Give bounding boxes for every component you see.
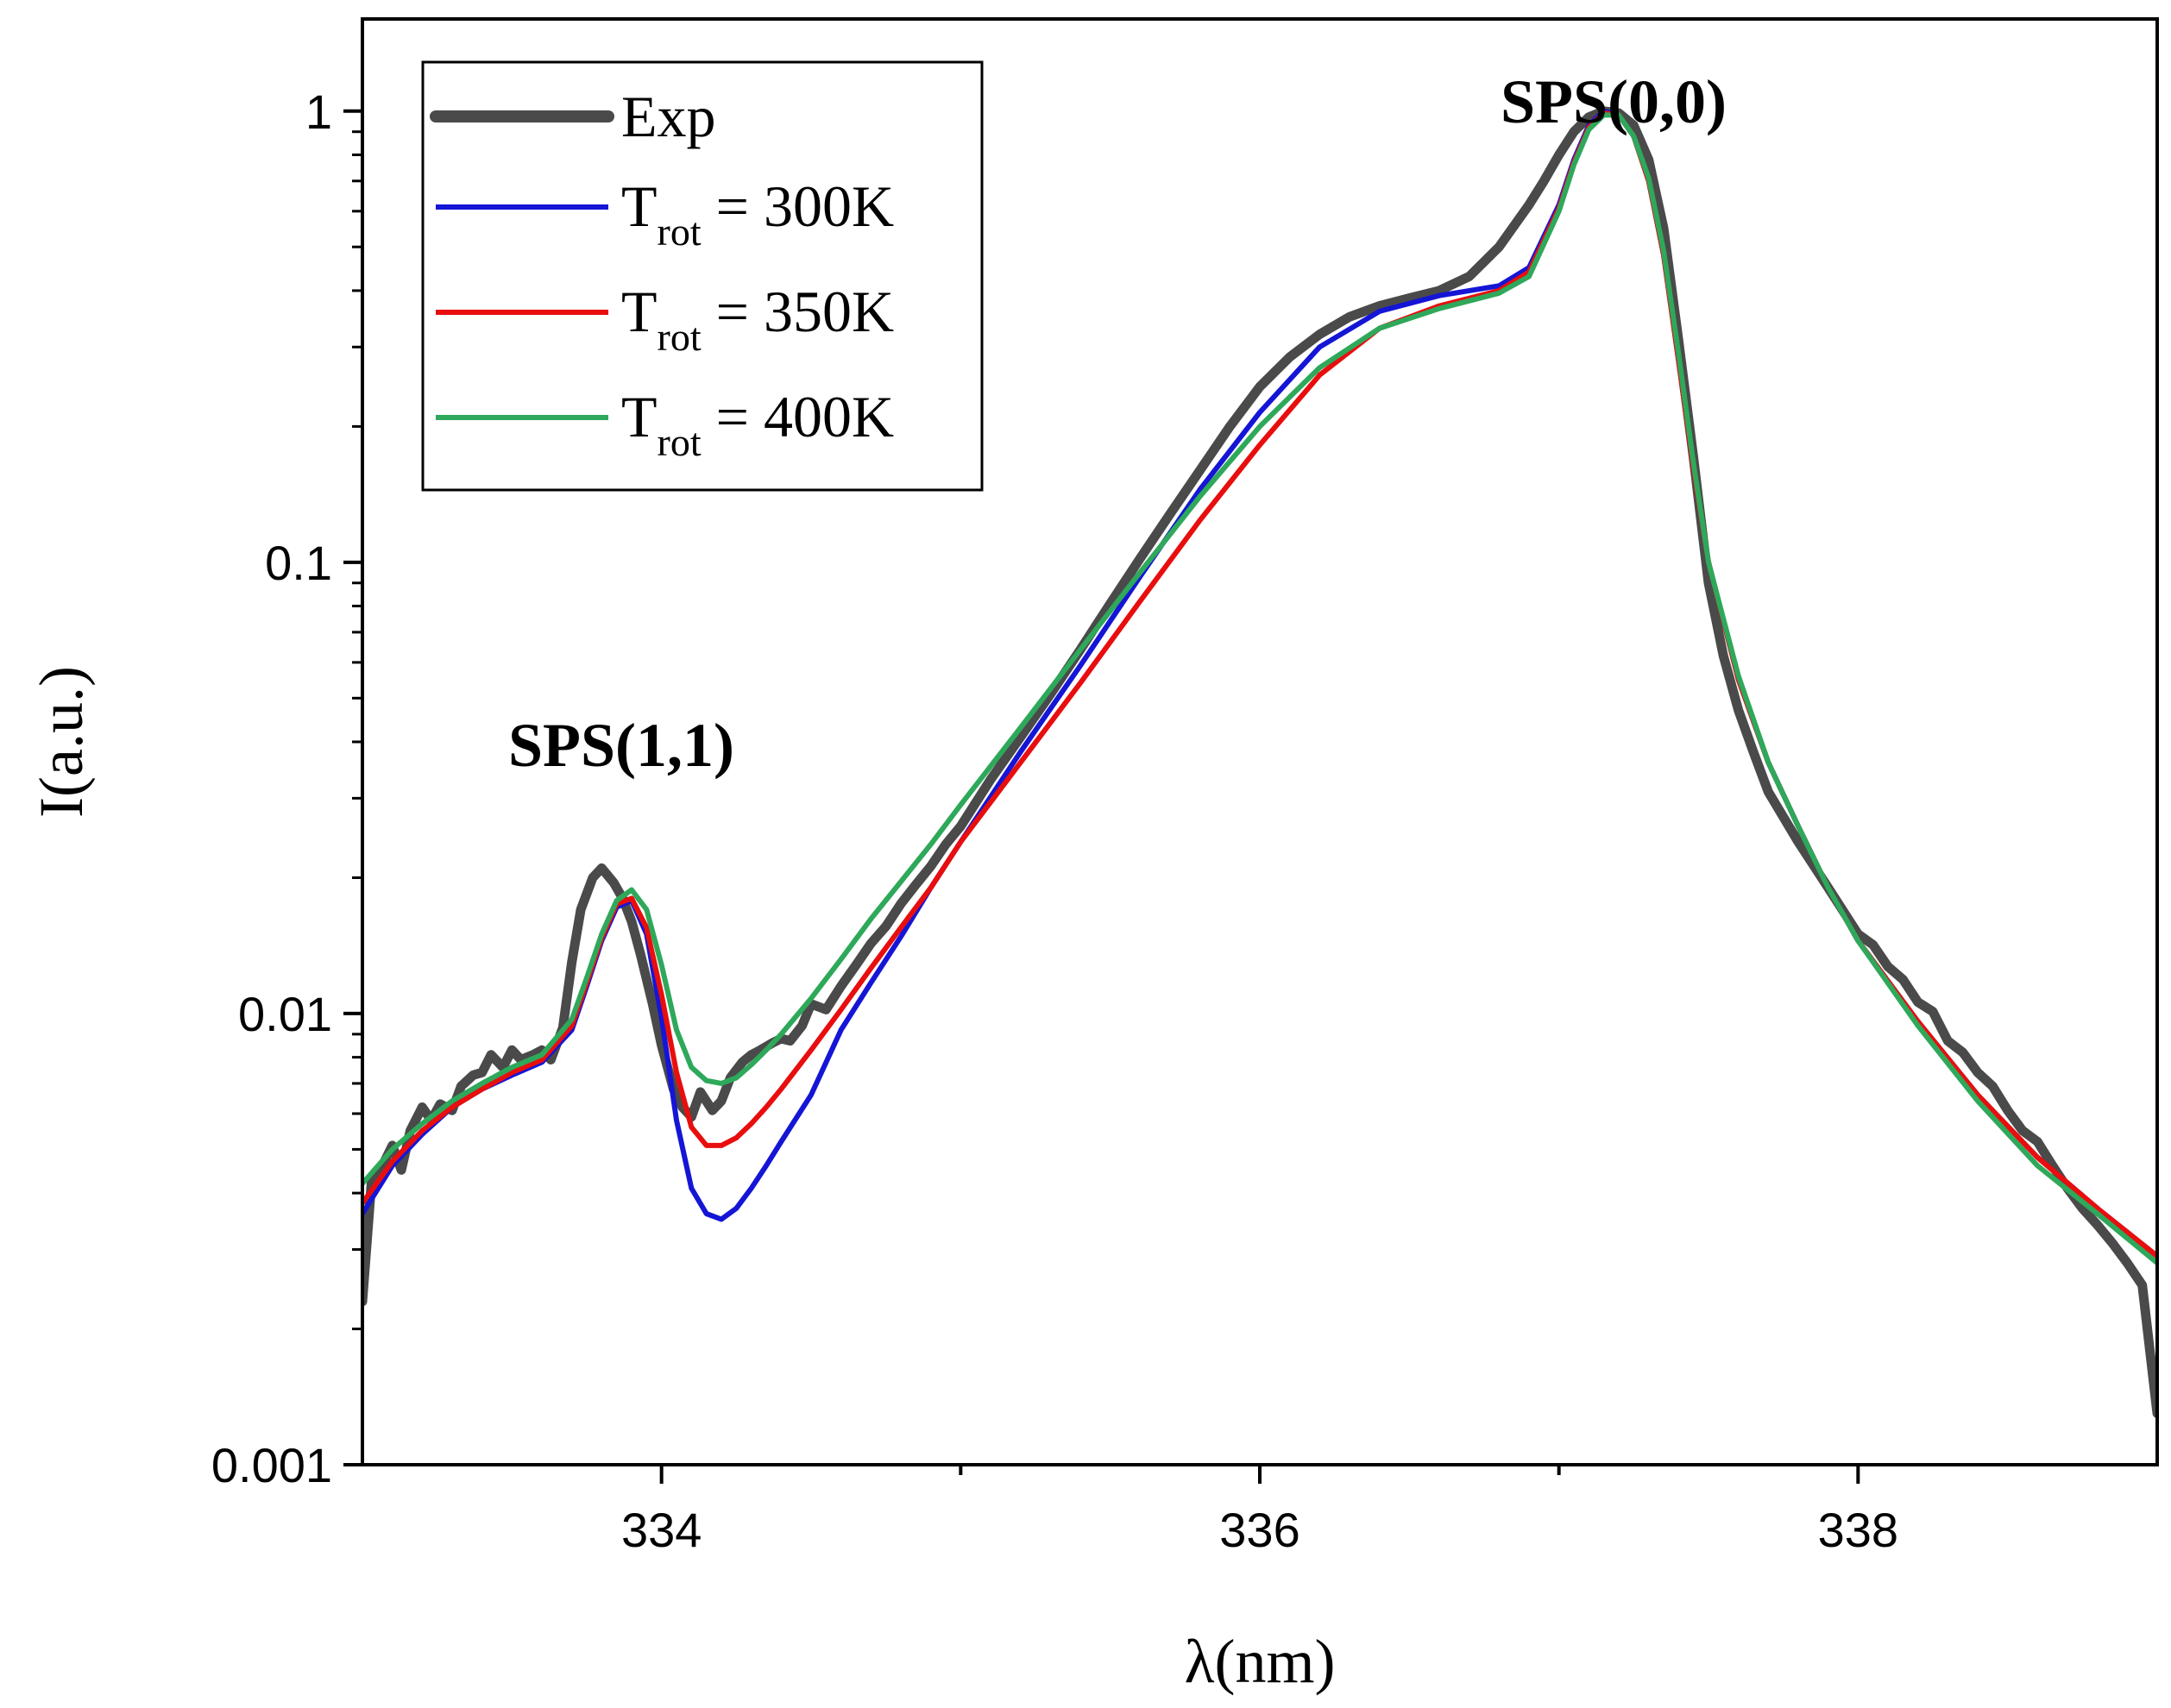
series-line-t-rot-400k [362,112,2157,1266]
x-tick-label: 338 [1818,1503,1898,1557]
legend-label-300k: Trot = 300K [621,173,894,254]
legend-label-exp: Exp [621,84,716,149]
y-tick-labels: 0.001 0.01 0.1 1 [211,85,332,1492]
y-tick-label: 1 [305,85,332,139]
x-tick-label: 336 [1219,1503,1299,1557]
annotation-sps-1-1: SPS(1,1) [508,711,734,780]
y-tick-label: 0.1 [265,536,332,590]
legend-label-400k: Trot = 400K [621,384,894,464]
y-axis-title: I(a.u.) [27,666,96,818]
legend-label-350k: Trot = 350K [621,279,894,359]
x-tick-label: 334 [621,1503,702,1557]
legend: Exp Trot = 300K Trot = 350K Trot = 400K [421,60,984,492]
y-tick-label: 0.001 [211,1438,332,1492]
series-layer [362,106,2157,1418]
series-line-exp [362,106,2157,1418]
x-axis-title: λ(nm) [1185,1627,1336,1696]
plot-frame [361,17,2159,1466]
y-tick-label: 0.01 [238,987,332,1041]
annotation-sps-0-0: SPS(0,0) [1501,67,1727,136]
x-tick-labels: 334 336 338 [621,1503,1898,1557]
